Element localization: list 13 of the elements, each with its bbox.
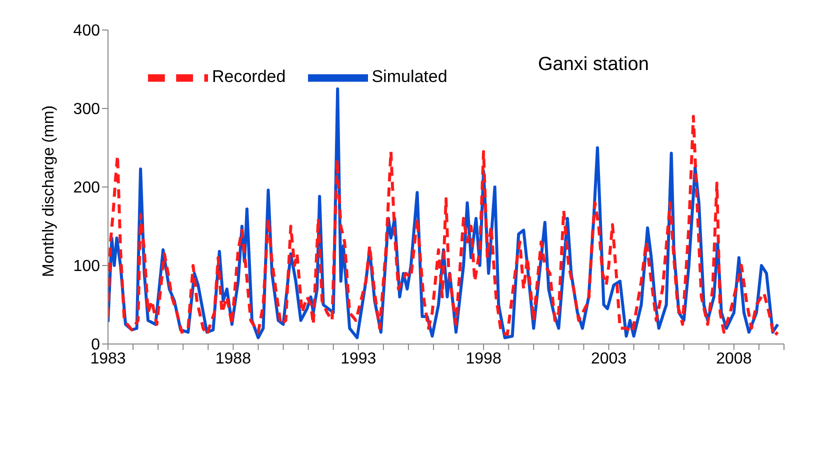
- y-tick-label: 100: [73, 258, 100, 276]
- x-tick-label: 1998: [466, 350, 502, 368]
- x-tick-label: 1993: [340, 350, 376, 368]
- y-axis-title: Monthly discharge (mm): [40, 105, 58, 277]
- y-tick-label: 200: [73, 180, 100, 197]
- y-tick-label: 400: [73, 22, 100, 40]
- x-tick-label: 2008: [716, 350, 752, 368]
- legend-label: Recorded: [212, 67, 286, 86]
- x-tick-label: 2003: [590, 350, 627, 368]
- legend-label: Simulated: [372, 67, 448, 86]
- y-tick-label: 300: [73, 101, 100, 118]
- x-tick-label: 1988: [215, 350, 252, 368]
- text: Ganxi station: [538, 54, 649, 76]
